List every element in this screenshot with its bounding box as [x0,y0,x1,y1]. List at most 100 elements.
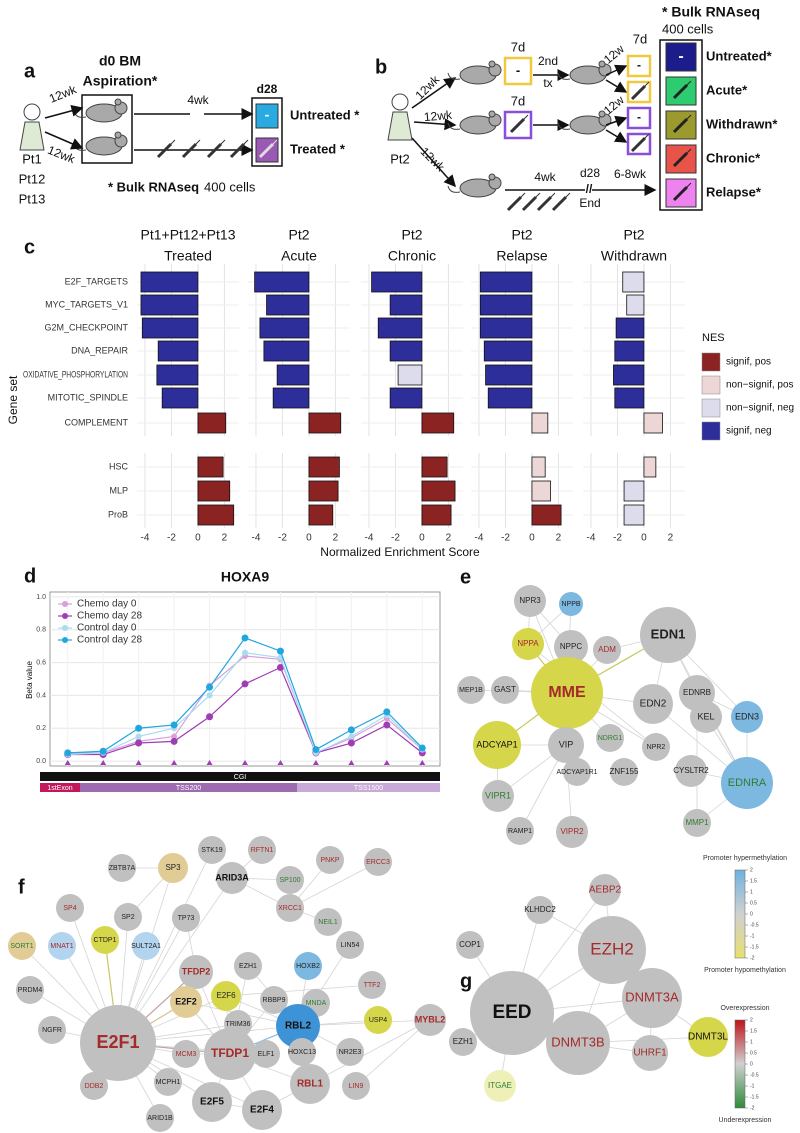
annotation: 1stExon [47,785,72,792]
group-label: Treated * [290,141,346,156]
group-label: Untreated * [290,107,360,122]
syringe [258,142,275,159]
chart-title: HOXA9 [221,569,269,585]
group-label: Chronic* [706,150,761,165]
y-tick-label: G2M_CHECKPOINT [44,322,128,332]
mouse-tail [447,72,461,80]
syringe [521,195,538,212]
node [596,724,624,752]
bar [308,412,342,434]
node-label: E2F6 [216,991,236,1000]
person-body [19,121,45,151]
x-tick-label: 0 [419,533,425,544]
node [563,758,591,786]
connector [411,137,457,188]
node-label: EDNRB [683,688,711,697]
label: 7d [511,93,525,108]
panel-label: c [24,236,35,258]
node [482,780,514,812]
mouse-ear [488,60,496,68]
x-tick-label: 2 [556,533,562,544]
bar [614,387,645,409]
y-tick-label: 0.8 [36,627,46,634]
node-label: LIN54 [341,942,360,949]
bar [623,504,645,526]
label: - [265,107,270,123]
node [8,932,36,960]
node [610,758,638,786]
x-tick-label: -2 [613,533,622,544]
cpg-marker [171,760,178,765]
data-point [276,647,284,655]
node-label: E2F5 [200,1097,224,1108]
bar [161,387,199,409]
node [179,955,213,989]
syringe [181,142,198,159]
y-tick-label: OXIDATIVE_PHOSPHORYLATION [23,369,128,379]
facet-title: Acute [281,248,317,264]
data-point [170,721,178,729]
label: 7d [511,39,525,54]
syringe-needle [243,139,249,145]
label: 12wk [423,108,453,124]
legend-label: non−signif, pos [726,380,794,391]
cgi-bar [40,772,440,781]
bar [614,340,645,362]
node [364,1006,392,1034]
node-label: CYSLTR2 [673,766,709,775]
bar [421,412,455,434]
node [56,894,84,922]
node [548,727,584,763]
data-point [312,746,320,754]
node [721,757,773,809]
bar [613,364,645,386]
node [688,1017,728,1057]
node [260,986,288,1014]
edge [289,861,379,909]
cpg-marker [64,760,71,765]
legend-label: signif, pos [726,357,771,368]
node-label: UHRF1 [633,1048,667,1059]
node [622,968,682,1028]
node [252,1040,280,1068]
facet-title: Pt2 [288,227,309,243]
data-point [171,733,178,740]
label: 4wk [534,170,556,184]
syringe-needle [686,80,692,86]
bar [263,340,310,362]
bar [643,412,663,434]
connector [44,131,84,150]
syringe [672,185,689,202]
node-label: RFTN1 [251,847,274,854]
node [204,1028,256,1080]
node [211,981,241,1011]
bar [421,456,448,478]
x-tick-label: -2 [501,533,510,544]
group-label: Acute* [706,82,748,97]
box [81,94,133,164]
node [491,676,519,704]
syringe [630,136,647,153]
node-label: ADCYAP1R1 [556,769,597,776]
data-point [170,737,178,745]
syringe-needle [644,133,650,139]
group-label: Withdrawn* [706,116,778,131]
label: Pt2 [390,151,410,166]
scale-tick-label: -0.5 [750,1072,759,1078]
syringe [551,195,568,212]
y-tick-label: E2F_TARGETS [65,276,128,286]
legend-label: Control day 28 [77,635,142,646]
node-label: NPPB [561,601,580,608]
node-label: MME [548,684,586,701]
bar [421,504,452,526]
node [457,676,485,704]
label: * Bulk RNAseq [662,4,760,20]
node-label: ZNF155 [610,767,639,776]
syringe-needle [644,81,650,87]
person-body [387,111,413,141]
syringe-needle [220,139,226,145]
node-label: ARID1B [147,1115,173,1122]
bar [626,294,645,316]
node-label: TFDP2 [182,966,211,976]
